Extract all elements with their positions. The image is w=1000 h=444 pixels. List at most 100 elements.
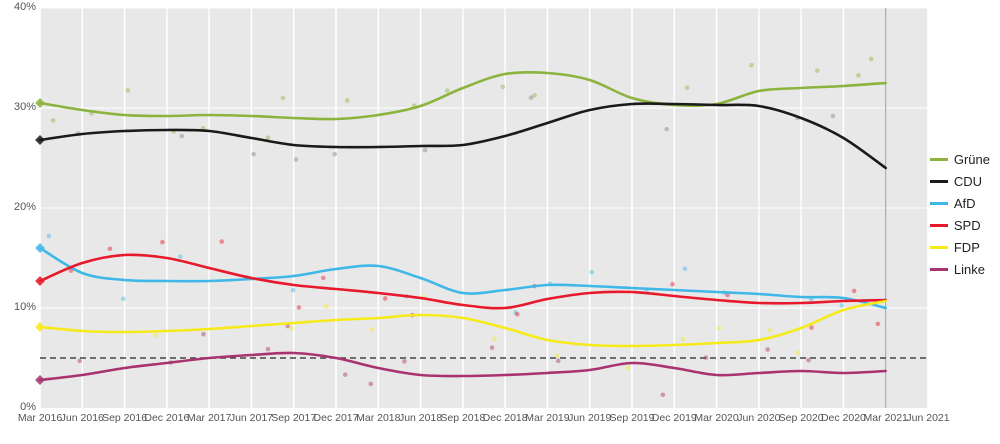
poll-data-point	[281, 96, 286, 101]
x-axis-tick-jun-2016: Jun 2016	[61, 412, 104, 424]
poll-data-point	[368, 382, 373, 387]
legend-swatch-cdu	[930, 180, 948, 183]
x-axis-tick-mar-2021: Mar 2021	[864, 412, 908, 424]
x-axis-tick-dec-2018: Dec 2018	[483, 412, 528, 424]
poll-data-point	[343, 372, 348, 377]
poll-data-point	[121, 296, 126, 301]
start-marker-linke	[35, 375, 45, 385]
poll-data-point	[180, 134, 185, 139]
poll-data-point	[178, 254, 183, 259]
legend-item-cdu: CDU	[930, 172, 990, 190]
legend-swatch-grüne	[930, 158, 948, 161]
poll-data-point	[332, 152, 337, 157]
legend-label-spd: SPD	[954, 219, 981, 232]
x-axis-tick-sep-2017: Sep 2017	[271, 412, 316, 424]
poll-data-point	[809, 325, 814, 330]
y-axis-tick-10: 10%	[0, 301, 36, 313]
poll-data-point	[445, 88, 450, 93]
x-axis-tick-sep-2018: Sep 2018	[440, 412, 485, 424]
poll-data-point	[831, 114, 836, 119]
poll-data-point	[324, 304, 329, 309]
poll-data-point	[51, 118, 56, 123]
legend-swatch-spd	[930, 224, 948, 227]
poll-data-point	[219, 239, 224, 244]
x-axis-tick-jun-2020: Jun 2020	[737, 412, 780, 424]
poll-data-point	[383, 296, 388, 301]
poll-data-point	[589, 270, 594, 275]
poll-data-point	[626, 366, 631, 371]
poll-data-point	[556, 359, 561, 364]
poll-data-point	[683, 266, 688, 271]
poll-data-point	[297, 305, 302, 310]
poll-data-point	[765, 347, 770, 352]
legend-label-fdp: FDP	[954, 241, 980, 254]
poll-data-point	[856, 73, 861, 78]
legend-label-grüne: Grüne	[954, 153, 990, 166]
poll-data-point	[251, 152, 256, 157]
x-axis-tick-dec-2016: Dec 2016	[144, 412, 189, 424]
plot-area	[40, 8, 928, 408]
poll-data-point	[852, 289, 857, 294]
poll-data-point	[266, 347, 271, 352]
legend-item-grüne: Grüne	[930, 150, 990, 168]
poll-data-point	[869, 57, 874, 62]
poll-data-point	[291, 288, 296, 293]
poll-data-point	[266, 135, 271, 140]
legend-label-afd: AfD	[954, 197, 976, 210]
x-axis-tick-mar-2020: Mar 2020	[694, 412, 738, 424]
poll-data-point	[681, 337, 686, 342]
poll-data-point	[501, 85, 506, 90]
x-axis-tick-sep-2020: Sep 2020	[779, 412, 824, 424]
x-axis-tick-dec-2017: Dec 2017	[314, 412, 359, 424]
start-marker-cdu	[35, 135, 45, 145]
poll-data-point	[160, 240, 165, 245]
poll-data-point	[153, 333, 158, 338]
poll-data-point	[492, 337, 497, 342]
x-axis-tick-jun-2021: Jun 2021	[906, 412, 949, 424]
poll-data-point	[423, 148, 428, 153]
election-polling-chart: 40% 30% 20% 10% 0% Mar 2016 Jun 2016 Sep 2016 D…	[0, 0, 1000, 444]
poll-data-point	[370, 327, 375, 332]
x-axis-tick-dec-2019: Dec 2019	[652, 412, 697, 424]
start-marker-fdp	[35, 322, 45, 332]
poll-data-point	[717, 326, 722, 331]
poll-data-point	[664, 127, 669, 132]
poll-data-point	[77, 359, 82, 364]
poll-data-point	[704, 355, 709, 360]
poll-data-point	[806, 358, 811, 363]
x-axis-tick-mar-2016: Mar 2016	[18, 412, 62, 424]
x-axis-tick-mar-2019: Mar 2019	[525, 412, 569, 424]
poll-data-point	[490, 345, 495, 350]
legend-swatch-linke	[930, 268, 948, 271]
legend-item-fdp: FDP	[930, 238, 990, 256]
legend-item-linke: Linke	[930, 260, 990, 278]
x-axis-tick-jun-2019: Jun 2019	[568, 412, 611, 424]
chart-legend: Grüne CDU AfD SPD FDP Linke	[930, 150, 990, 282]
poll-data-point	[815, 68, 820, 73]
horizontal-gridlines	[40, 8, 928, 408]
poll-data-point	[294, 157, 299, 162]
x-axis-tick-mar-2017: Mar 2017	[187, 412, 231, 424]
legend-swatch-fdp	[930, 246, 948, 249]
poll-data-point	[749, 63, 754, 68]
x-axis-tick-jun-2017: Jun 2017	[230, 412, 273, 424]
poll-data-point	[126, 88, 131, 93]
start-marker-grüne	[35, 98, 45, 108]
poll-data-point	[685, 85, 690, 90]
poll-data-point	[402, 359, 407, 364]
poll-data-point	[529, 95, 534, 100]
chart-svg	[40, 8, 928, 408]
poll-data-point	[289, 326, 294, 331]
x-axis-tick-mar-2018: Mar 2018	[356, 412, 400, 424]
x-axis-tick-jun-2018: Jun 2018	[399, 412, 442, 424]
x-axis-tick-sep-2019: Sep 2019	[610, 412, 655, 424]
legend-swatch-afd	[930, 202, 948, 205]
poll-data-point	[670, 282, 675, 287]
poll-data-point	[47, 234, 52, 239]
legend-label-linke: Linke	[954, 263, 985, 276]
poll-data-point	[839, 303, 844, 308]
poll-data-point	[768, 328, 773, 333]
x-axis-tick-dec-2020: Dec 2020	[821, 412, 866, 424]
start-marker-spd	[35, 276, 45, 286]
poll-data-point	[661, 392, 666, 397]
